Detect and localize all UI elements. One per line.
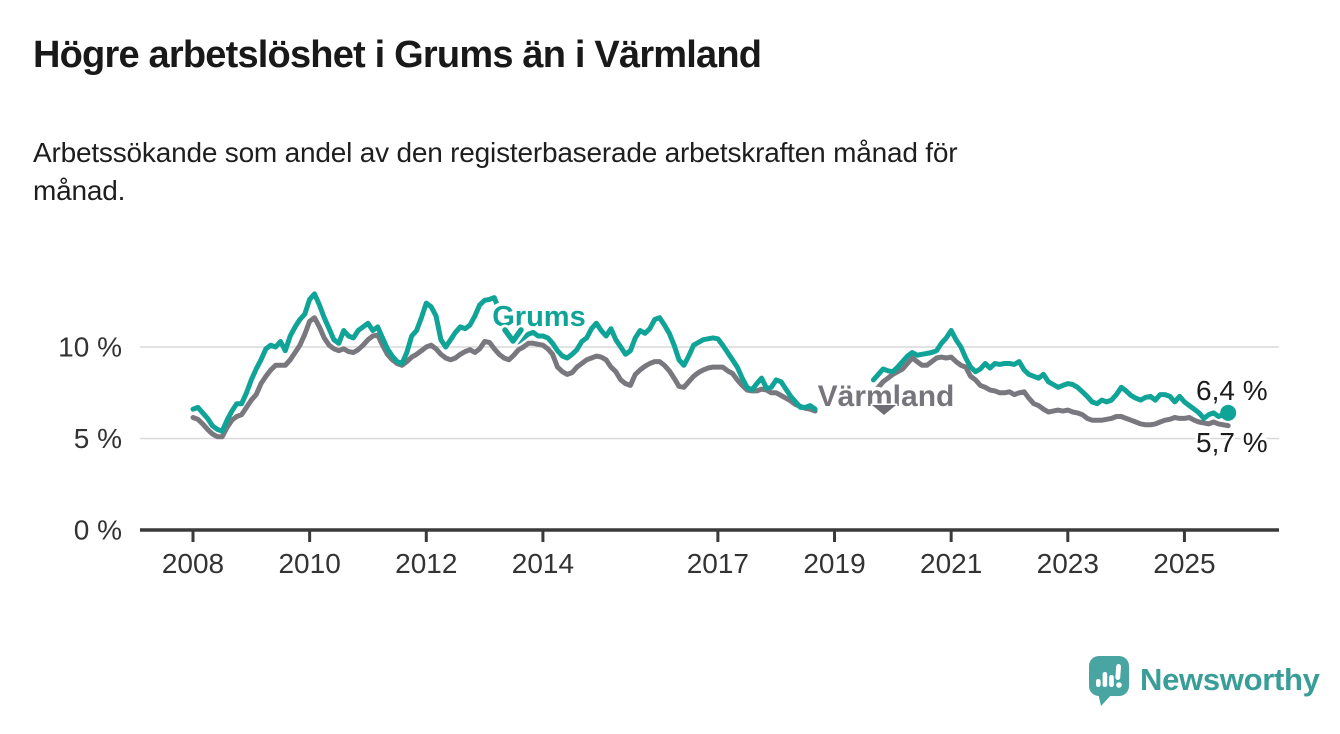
y-tick-label: 5 % bbox=[74, 423, 122, 454]
x-tick-label: 2021 bbox=[920, 548, 982, 579]
end-value-label-grums: 6,4 % bbox=[1196, 375, 1268, 406]
series-line-varmland bbox=[190, 315, 1231, 440]
series-end-dot-grums bbox=[1220, 404, 1237, 421]
bar-chart-speech-bubble-icon bbox=[1089, 656, 1129, 706]
x-tick-label: 2008 bbox=[162, 548, 224, 579]
varmland-caret-down-icon bbox=[870, 403, 898, 417]
x-tick-label: 2012 bbox=[395, 548, 457, 579]
x-tick-label: 2025 bbox=[1153, 548, 1215, 579]
x-tick-label: 2023 bbox=[1037, 548, 1099, 579]
page-title: Högre arbetslöshet i Grums än i Värmland bbox=[33, 34, 762, 76]
y-tick-label: 10 % bbox=[58, 332, 122, 363]
chart-subtitle: Arbetssökande som andel av den registerb… bbox=[33, 137, 958, 206]
series-label-grums: Grums bbox=[492, 301, 585, 333]
y-tick-label: 0 % bbox=[74, 515, 122, 546]
x-tick-label: 2019 bbox=[803, 548, 865, 579]
x-tick-label: 2017 bbox=[687, 548, 749, 579]
x-tick-label: 2010 bbox=[278, 548, 340, 579]
newsworthy-logo-text: Newsworthy bbox=[1140, 662, 1320, 697]
x-tick-label: 2014 bbox=[512, 548, 574, 579]
grums-caret-down-icon bbox=[502, 327, 524, 344]
newsworthy-logo: Newsworthy bbox=[1088, 654, 1320, 706]
end-value-label-varmland: 5,7 % bbox=[1196, 427, 1268, 458]
